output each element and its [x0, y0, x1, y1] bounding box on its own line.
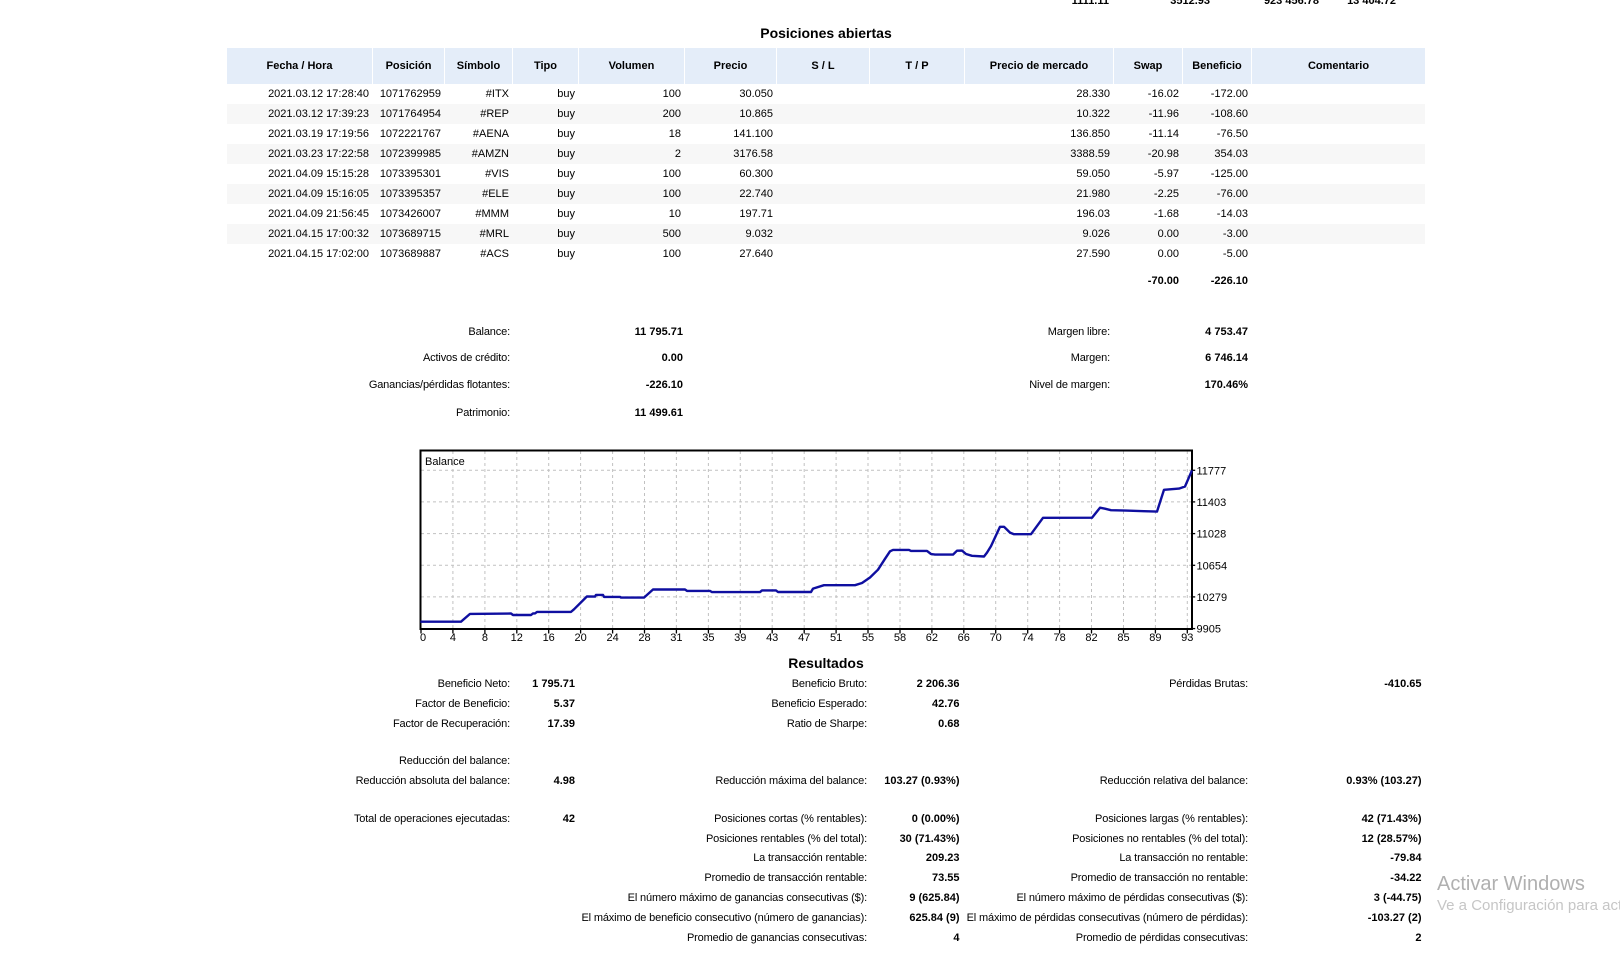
svg-text:74: 74 — [1022, 632, 1034, 644]
svg-text:20: 20 — [574, 632, 586, 644]
svg-text:93: 93 — [1181, 632, 1193, 644]
svg-text:43: 43 — [766, 632, 778, 644]
svg-text:47: 47 — [798, 632, 810, 644]
svg-text:58: 58 — [894, 632, 906, 644]
svg-text:24: 24 — [606, 632, 618, 644]
svg-text:89: 89 — [1149, 632, 1161, 644]
svg-text:70: 70 — [990, 632, 1002, 644]
svg-text:51: 51 — [830, 632, 842, 644]
svg-text:0: 0 — [420, 632, 426, 644]
svg-text:28: 28 — [638, 632, 650, 644]
svg-text:55: 55 — [862, 632, 874, 644]
svg-text:11403: 11403 — [1197, 497, 1227, 509]
svg-text:9905: 9905 — [1197, 624, 1221, 636]
svg-text:82: 82 — [1085, 632, 1097, 644]
svg-text:8: 8 — [482, 632, 488, 644]
svg-text:85: 85 — [1117, 632, 1129, 644]
svg-text:62: 62 — [926, 632, 938, 644]
svg-text:10654: 10654 — [1197, 560, 1228, 572]
svg-text:4: 4 — [450, 632, 456, 644]
svg-text:11777: 11777 — [1197, 465, 1227, 477]
svg-text:66: 66 — [958, 632, 970, 644]
svg-text:11028: 11028 — [1197, 529, 1227, 541]
svg-text:12: 12 — [511, 632, 523, 644]
svg-text:78: 78 — [1053, 632, 1065, 644]
svg-text:35: 35 — [702, 632, 714, 644]
svg-text:39: 39 — [734, 632, 746, 644]
svg-text:10279: 10279 — [1197, 592, 1228, 604]
svg-text:Balance: Balance — [425, 456, 465, 468]
svg-text:16: 16 — [543, 632, 555, 644]
svg-text:31: 31 — [670, 632, 682, 644]
